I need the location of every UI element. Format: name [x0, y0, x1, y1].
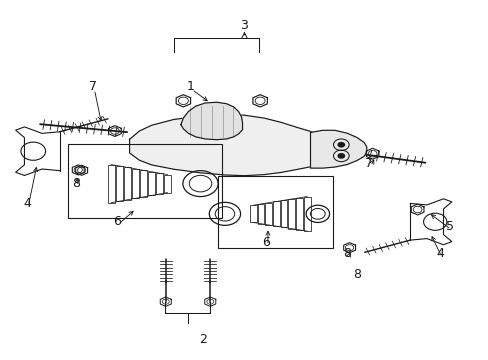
- Text: 3: 3: [240, 19, 248, 32]
- Text: 8: 8: [72, 177, 80, 190]
- Bar: [264, 203, 271, 225]
- Bar: [132, 169, 139, 198]
- Bar: [116, 166, 122, 201]
- Bar: [148, 172, 155, 195]
- Text: 6: 6: [113, 215, 121, 228]
- Circle shape: [337, 142, 345, 148]
- Text: 7: 7: [365, 157, 372, 170]
- Bar: [280, 200, 287, 228]
- Text: 4: 4: [23, 197, 31, 210]
- Polygon shape: [181, 102, 242, 140]
- Text: 6: 6: [262, 237, 270, 249]
- Text: 7: 7: [89, 80, 97, 93]
- Bar: [163, 175, 171, 193]
- Bar: [217, 176, 332, 248]
- Text: 1: 1: [186, 80, 194, 93]
- Polygon shape: [129, 114, 344, 176]
- Polygon shape: [310, 130, 366, 168]
- Text: 2: 2: [199, 333, 206, 346]
- Bar: [68, 144, 222, 218]
- Text: 8: 8: [343, 247, 350, 260]
- Bar: [288, 199, 295, 229]
- Bar: [156, 173, 163, 194]
- Bar: [107, 165, 114, 203]
- Bar: [123, 167, 130, 200]
- Text: 5: 5: [445, 220, 453, 233]
- Text: 4: 4: [435, 247, 443, 260]
- Bar: [272, 202, 279, 226]
- Bar: [257, 204, 264, 224]
- Circle shape: [337, 153, 345, 159]
- Bar: [140, 170, 146, 197]
- Text: 8: 8: [352, 268, 360, 281]
- Bar: [249, 205, 256, 222]
- Bar: [303, 197, 310, 231]
- Bar: [295, 198, 302, 230]
